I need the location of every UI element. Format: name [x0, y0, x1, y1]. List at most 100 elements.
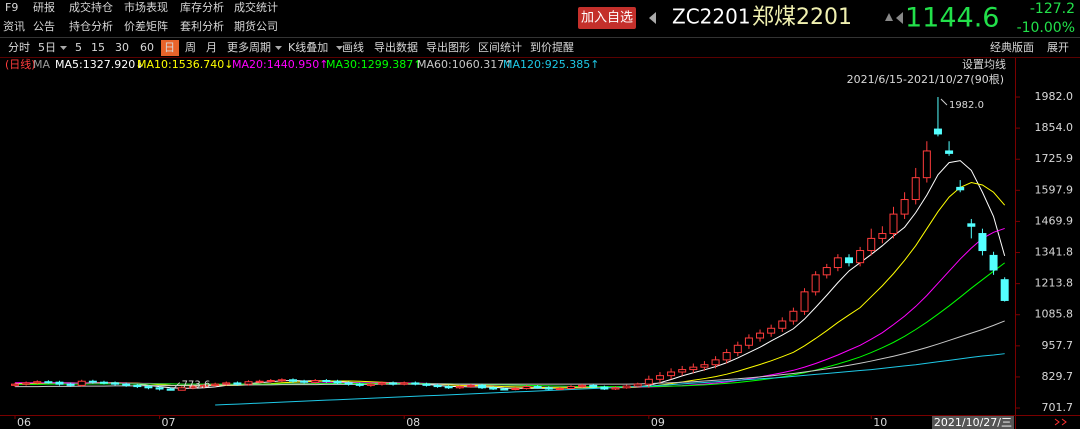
menu-item[interactable]: F9 — [5, 1, 18, 14]
candle-body — [822, 267, 831, 276]
candle-body — [200, 384, 209, 388]
toolbar-item[interactable]: 月 — [206, 41, 217, 54]
y-tick-label: 1341.8 — [1035, 246, 1074, 259]
candle-body — [500, 388, 509, 391]
candle-body — [1000, 279, 1009, 301]
scroll-icon[interactable] — [1054, 418, 1060, 426]
candle-body — [166, 388, 175, 391]
ma-line — [15, 320, 1005, 388]
price-change: -127.2 — [1030, 1, 1075, 17]
candle-body — [355, 383, 364, 386]
toolbar-item[interactable]: 5 — [75, 41, 82, 54]
y-tick-label: 1982.0 — [1035, 90, 1074, 103]
candle-body — [756, 332, 765, 339]
toolbar-item[interactable]: 日 — [164, 41, 175, 54]
candle-body — [344, 382, 353, 385]
toolbar-item[interactable]: 5日 — [38, 41, 56, 54]
candle-body — [933, 128, 942, 135]
contract-name: 郑煤2201 — [752, 5, 852, 30]
toolbar-item[interactable]: 60 — [140, 41, 154, 54]
candle-body — [700, 364, 709, 368]
menu-item[interactable]: 研报 — [33, 0, 55, 14]
next-arrow[interactable] — [896, 12, 903, 24]
ma-value-label: MA30:1299.387↑ — [326, 58, 422, 71]
date-range: 2021/6/15-2021/10/27(90根) — [847, 72, 1004, 86]
candle-body — [33, 381, 42, 384]
set-ma-button[interactable]: 设置均线 — [962, 57, 1006, 71]
candle-body — [533, 386, 542, 389]
contract-code: ZC2201 — [672, 5, 751, 29]
annotation: 773.6 — [182, 380, 211, 391]
candle-body — [678, 369, 687, 373]
last-price: 1144.6 — [905, 3, 999, 34]
menu-item[interactable]: 价差矩阵 — [124, 19, 168, 33]
dropdown-icon[interactable] — [60, 46, 67, 50]
menu-item[interactable]: 套利分析 — [180, 19, 224, 33]
prev-arrow[interactable] — [649, 12, 656, 24]
x-tick-label: 08 — [406, 416, 420, 429]
candle-body — [466, 384, 475, 388]
y-tick-label: 1085.8 — [1035, 308, 1074, 321]
menu-item[interactable]: 库存分析 — [180, 0, 224, 14]
candle-body — [133, 384, 142, 388]
candle-body — [578, 384, 587, 388]
toolbar-item[interactable]: 周 — [185, 41, 196, 54]
candle-body — [522, 386, 531, 390]
toolbar-item[interactable]: 导出图形 — [426, 40, 470, 54]
ma-value-label: MA60:1060.317↑ — [417, 58, 513, 71]
menu-item[interactable]: 持仓分析 — [69, 19, 113, 33]
candle-body — [867, 237, 876, 252]
toolbar-item[interactable]: 30 — [115, 41, 129, 54]
menu-item[interactable]: 公告 — [33, 20, 55, 33]
candle-body — [366, 383, 375, 386]
candle-body — [22, 382, 31, 385]
toolbar-item[interactable]: 经典版面 — [990, 40, 1034, 54]
toolbar-item[interactable]: 画线 — [342, 40, 364, 54]
menu-item[interactable]: 成交持仓 — [69, 0, 113, 14]
scroll-icon[interactable] — [1061, 418, 1067, 426]
candle-body — [155, 387, 164, 390]
candle-body — [177, 387, 186, 391]
y-tick-label: 1213.8 — [1035, 277, 1074, 290]
up-arrow[interactable] — [885, 13, 893, 21]
toolbar-item[interactable]: 展开 — [1047, 41, 1069, 54]
ma-value-label: MA120:925.385↑ — [503, 58, 599, 71]
menu-item[interactable]: 市场表现 — [124, 0, 168, 14]
x-tick-label: 07 — [162, 416, 176, 429]
add-watch-label[interactable]: 加入自选 — [581, 11, 633, 26]
candle-body — [689, 366, 698, 371]
candle-body — [667, 371, 676, 377]
dropdown-icon[interactable] — [275, 46, 282, 50]
candle-body — [655, 375, 664, 380]
candle-body — [767, 327, 776, 334]
candle-body — [322, 380, 331, 383]
y-tick-label: 1854.0 — [1035, 121, 1074, 134]
toolbar-item[interactable]: 区间统计 — [478, 41, 522, 54]
candle-body — [433, 384, 442, 388]
add-watch-button[interactable] — [578, 7, 636, 29]
menu-item[interactable]: 资讯 — [3, 20, 25, 33]
toolbar-item[interactable]: 到价提醒 — [530, 41, 574, 54]
menu-item[interactable]: 期货公司 — [234, 19, 278, 33]
menu-item[interactable]: 成交统计 — [234, 0, 278, 14]
candle-body — [122, 383, 131, 386]
candle-body — [88, 380, 97, 383]
dropdown-icon[interactable] — [336, 46, 343, 50]
y-tick-label: 1597.9 — [1035, 183, 1074, 196]
candle-body — [244, 381, 253, 385]
candle-body — [778, 320, 787, 329]
toolbar-item[interactable]: K线叠加 — [288, 40, 328, 54]
candle-body — [422, 383, 431, 386]
candle-body — [900, 199, 909, 215]
candle-body — [856, 250, 865, 264]
ma-line — [215, 353, 1005, 406]
toolbar-item[interactable]: 分时 — [8, 41, 30, 54]
candle-body — [945, 150, 954, 154]
toolbar-item[interactable]: 15 — [91, 41, 105, 54]
toolbar-item[interactable]: 导出数据 — [374, 40, 418, 54]
ma-value-label: MA5:1327.920↓ — [55, 58, 144, 71]
candle-body — [111, 382, 120, 385]
active-period[interactable] — [161, 40, 179, 56]
toolbar-item[interactable]: 更多周期 — [227, 40, 271, 54]
